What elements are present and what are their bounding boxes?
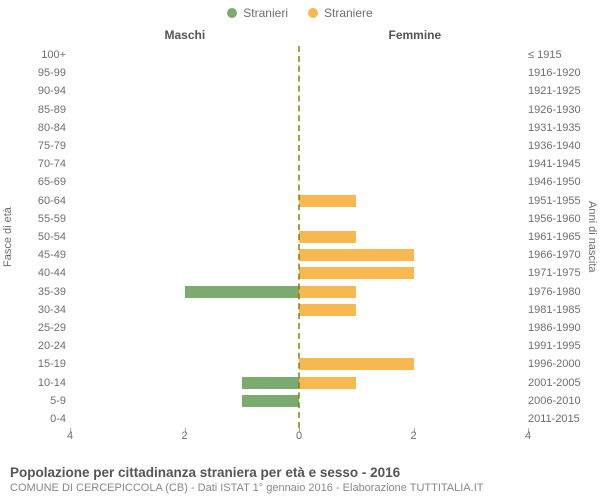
- footer: Popolazione per cittadinanza straniera p…: [10, 465, 590, 494]
- chart-title: Popolazione per cittadinanza straniera p…: [10, 465, 590, 480]
- age-label: 90-94: [16, 82, 66, 100]
- age-label: 15-19: [16, 355, 66, 373]
- birth-year-label: 1941-1945: [528, 155, 594, 173]
- legend: Stranieri Straniere: [0, 6, 600, 21]
- y-axis-title-left: Fasce di età: [2, 46, 14, 428]
- birth-year-label: 2001-2005: [528, 374, 594, 392]
- bar-female: [299, 377, 356, 389]
- legend-label: Straniere: [324, 6, 373, 20]
- bar-male: [185, 286, 300, 298]
- birth-year-label: 1956-1960: [528, 210, 594, 228]
- age-label: 55-59: [16, 210, 66, 228]
- plot-female: [299, 46, 528, 428]
- age-label: 85-89: [16, 101, 66, 119]
- age-label: 0-4: [16, 410, 66, 428]
- legend-swatch: [308, 8, 318, 18]
- age-label: 35-39: [16, 283, 66, 301]
- birth-year-label: 2006-2010: [528, 392, 594, 410]
- x-tick-label: 0: [296, 430, 302, 442]
- age-label: 80-84: [16, 119, 66, 137]
- legend-item: Stranieri: [227, 6, 288, 20]
- age-label: 40-44: [16, 264, 66, 282]
- birth-year-label: ≤ 1915: [528, 46, 594, 64]
- age-label: 70-74: [16, 155, 66, 173]
- age-label: 75-79: [16, 137, 66, 155]
- y-labels-age: 100+95-9990-9485-8980-8475-7970-7465-696…: [16, 46, 66, 428]
- birth-year-label: 1986-1990: [528, 319, 594, 337]
- age-label: 5-9: [16, 392, 66, 410]
- birth-year-label: 1916-1920: [528, 64, 594, 82]
- birth-year-label: 1976-1980: [528, 283, 594, 301]
- panel-title-female: Femmine: [389, 28, 442, 42]
- age-label: 45-49: [16, 246, 66, 264]
- age-label: 65-69: [16, 173, 66, 191]
- bar-female: [299, 267, 414, 279]
- birth-year-label: 1966-1970: [528, 246, 594, 264]
- birth-year-label: 1931-1935: [528, 119, 594, 137]
- age-label: 60-64: [16, 192, 66, 210]
- age-label: 20-24: [16, 337, 66, 355]
- age-label: 10-14: [16, 374, 66, 392]
- bar-female: [299, 249, 414, 261]
- birth-year-label: 2011-2015: [528, 410, 594, 428]
- bar-female: [299, 195, 356, 207]
- legend-swatch: [227, 8, 237, 18]
- panel-title-male: Maschi: [165, 28, 206, 42]
- bar-female: [299, 231, 356, 243]
- birth-year-label: 1936-1940: [528, 137, 594, 155]
- center-line: [298, 46, 300, 428]
- birth-year-label: 1991-1995: [528, 337, 594, 355]
- bar-female: [299, 304, 356, 316]
- y-labels-birth: ≤ 19151916-19201921-19251926-19301931-19…: [528, 46, 594, 428]
- population-pyramid-chart: Stranieri Straniere Maschi Femmine Fasce …: [0, 0, 600, 500]
- age-label: 30-34: [16, 301, 66, 319]
- birth-year-label: 1951-1955: [528, 192, 594, 210]
- legend-item: Straniere: [308, 6, 373, 20]
- birth-year-label: 1921-1925: [528, 82, 594, 100]
- birth-year-label: 1981-1985: [528, 301, 594, 319]
- bar-female: [299, 358, 414, 370]
- chart-subtitle: COMUNE DI CERCEPICCOLA (CB) - Dati ISTAT…: [10, 482, 590, 494]
- birth-year-label: 1926-1930: [528, 101, 594, 119]
- age-label: 95-99: [16, 64, 66, 82]
- age-label: 50-54: [16, 228, 66, 246]
- birth-year-label: 1971-1975: [528, 264, 594, 282]
- birth-year-label: 1961-1965: [528, 228, 594, 246]
- plot-male: [70, 46, 299, 428]
- x-tick-label: 4: [67, 430, 73, 442]
- x-tick-label: 2: [181, 430, 187, 442]
- plot-area: [70, 46, 528, 428]
- birth-year-label: 1946-1950: [528, 173, 594, 191]
- bar-male: [242, 377, 299, 389]
- bar-female: [299, 286, 356, 298]
- x-tick-label: 2: [410, 430, 416, 442]
- age-label: 100+: [16, 46, 66, 64]
- age-label: 25-29: [16, 319, 66, 337]
- bar-male: [242, 395, 299, 407]
- x-tick-label: 4: [525, 430, 531, 442]
- legend-label: Stranieri: [243, 6, 288, 20]
- birth-year-label: 1996-2000: [528, 355, 594, 373]
